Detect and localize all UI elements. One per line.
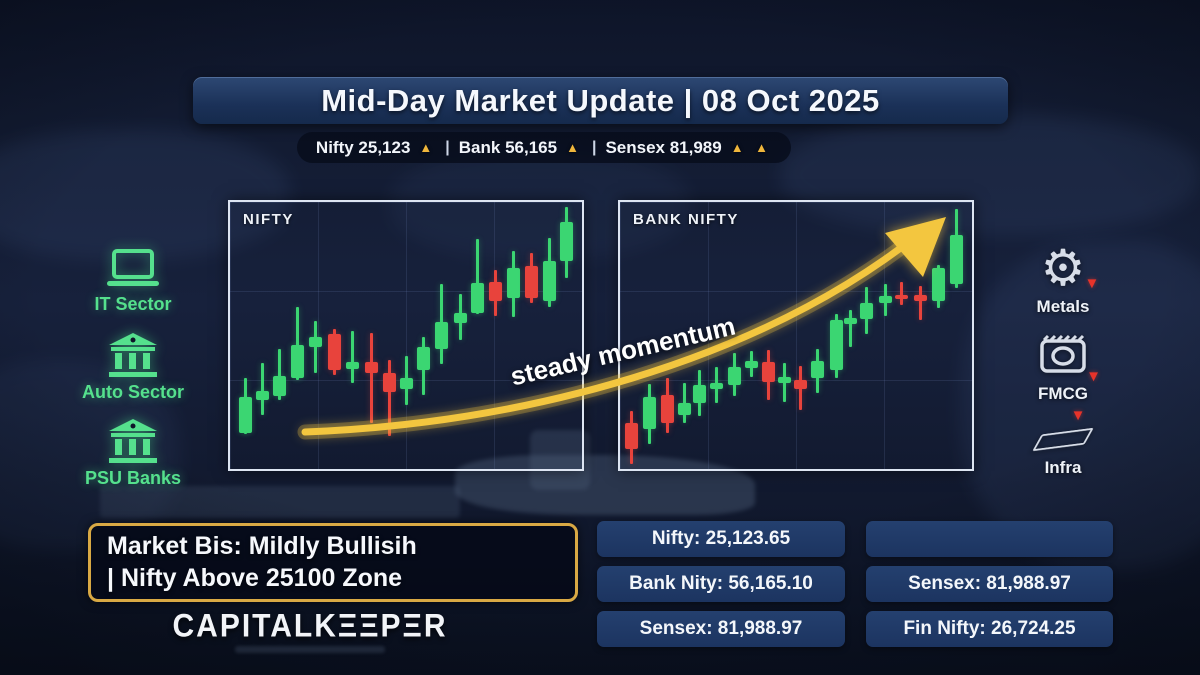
sector-label: IT Sector [94, 294, 172, 314]
down-triangle-icon: ▼ [1086, 368, 1101, 385]
sector-metals: ⚙ ▼ Metals [1013, 243, 1113, 317]
sector-label: FMCG [1037, 384, 1089, 403]
brand-tagline-strip [235, 646, 385, 653]
bank-nifty-chart-title: BANK NIFTY [633, 211, 739, 228]
index-stats-grid: Nifty: 25,123.65 Bank Nity: 56,165.10 Se… [597, 521, 1113, 647]
nifty-chart-title: NIFTY [243, 211, 294, 228]
stat-empty [866, 521, 1113, 557]
sector-auto: Auto Sector [63, 332, 203, 403]
ticker-banknifty: Bank 56,165 [458, 137, 558, 157]
stat-sensex-left: Sensex: 81,988.97 [597, 611, 845, 647]
title-banner: Mid-Day Market Update | 08 Oct 2025 [193, 77, 1008, 124]
down-triangle-icon: ▼ [1084, 275, 1100, 292]
sector-psu-banks: PSU Banks [63, 418, 203, 489]
nifty-chart-panel: NIFTY [228, 200, 584, 471]
sector-label: Metals [1036, 297, 1090, 316]
sector-label: Auto Sector [81, 382, 184, 402]
page-title: Mid-Day Market Update | 08 Oct 2025 [321, 82, 880, 118]
index-ticker: Nifty 25,123 ▲ | Bank 56,165 ▲ | Sensex … [297, 132, 791, 163]
gear-icon: ⚙ [1040, 239, 1086, 297]
skyline-silhouette [100, 486, 460, 518]
sector-fmcg: ▼ FMCG [1013, 333, 1113, 404]
summary-line-2: | Nifty Above 25100 Zone [107, 563, 403, 592]
sector-label: PSU Banks [84, 468, 182, 488]
sector-infra: ▼ Infra [1013, 408, 1113, 478]
up-triangle-icon: ▲ ▲ [730, 140, 773, 155]
ticker-separator: | [445, 138, 450, 156]
down-triangle-icon: ▼ [1070, 407, 1086, 424]
up-triangle-icon: ▲ [566, 140, 583, 155]
stat-sensex-right: Sensex: 81,988.97 [866, 566, 1113, 602]
camera-box-icon [1040, 334, 1086, 373]
ticker-sensex: Sensex 81,989 [605, 137, 722, 157]
nifty-candles [230, 202, 582, 469]
bank-building-icon [109, 419, 157, 463]
ticker-separator: | [591, 138, 597, 156]
sector-label: Infra [1044, 458, 1082, 477]
up-triangle-icon: ▲ [419, 140, 437, 155]
brand-logo-text: CAPITALKΞΞPΞR [172, 608, 448, 645]
brand-logo: CAPITALKΞΞPΞR [150, 608, 470, 653]
bank-building-icon [109, 333, 157, 377]
stat-fin-nifty: Fin Nifty: 26,724.25 [866, 611, 1113, 647]
laptop-icon [107, 249, 159, 286]
ticker-nifty: Nifty 25,123 [315, 137, 411, 157]
sector-it: IT Sector [73, 248, 193, 315]
summary-line-1: Market Bis: Mildly Bullisih [107, 532, 417, 561]
market-summary-box: Market Bis: Mildly Bullisih | Nifty Abov… [88, 523, 578, 602]
brick-plank-icon [1032, 427, 1094, 452]
stat-bank-nifty: Bank Nity: 56,165.10 [597, 566, 845, 602]
stat-nifty: Nifty: 25,123.65 [597, 521, 845, 557]
